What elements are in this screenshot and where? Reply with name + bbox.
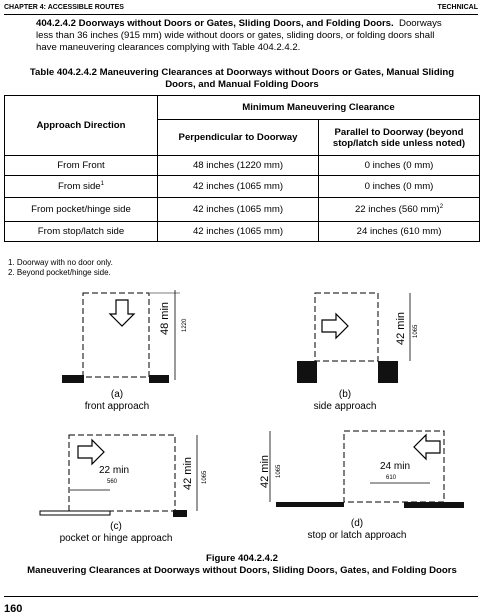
dim2-label: 24 min — [380, 461, 410, 472]
diagram-stop-latch-approach: 42 min 1065 24 min 610 (d) stop or latch… — [259, 430, 464, 541]
para-line-1: 404.2.4.2 Doorways without Doors or Gate… — [36, 18, 478, 30]
diagram-label: front approach — [85, 401, 150, 412]
dim-label: 42 min — [259, 455, 271, 488]
dim-mm: 1065 — [276, 464, 282, 478]
diagram-letter: (a) — [111, 389, 123, 400]
figure-caption: Figure 404.2.4.2 Maneuvering Clearances … — [4, 553, 480, 577]
diagram-letter: (b) — [339, 389, 351, 400]
table-row: From stop/latch side 42 inches (1065 mm)… — [4, 221, 480, 242]
figure-diagrams: 48 min 1220 (a) front approach 42 min 10… — [39, 290, 464, 544]
table-caption: Table 404.2.4.2 Maneuvering Clearances a… — [4, 67, 480, 91]
cell-approach: From stop/latch side — [4, 221, 158, 242]
section-heading: 404.2.4.2 Doorways without Doors or Gate… — [36, 18, 394, 29]
cell-perp: 48 inches (1220 mm) — [157, 155, 319, 176]
clear-space-outline — [68, 434, 176, 512]
cell-approach: From pocket/hinge side — [4, 197, 158, 222]
footnote-ref: 2 — [439, 203, 444, 210]
cell-perp: 42 inches (1065 mm) — [157, 197, 319, 222]
table-caption-line-1: Table 404.2.4.2 Maneuvering Clearances a… — [29, 67, 455, 78]
cell-perp: 42 inches (1065 mm) — [157, 221, 319, 242]
header-section: TECHNICAL — [437, 4, 478, 11]
page-number: 160 — [4, 603, 23, 615]
wall-right — [404, 502, 464, 508]
page-footer: 160 — [4, 596, 478, 615]
dim-mm: 1220 — [182, 318, 188, 332]
figure-title: Maneuvering Clearances at Doorways witho… — [27, 565, 457, 576]
para-line-2: less than 36 inches (915 mm) wide withou… — [36, 30, 435, 41]
col-perp-header: Perpendicular to Doorway — [157, 119, 319, 156]
wall-left — [276, 502, 344, 507]
arrow-down-icon — [108, 299, 136, 327]
dim-label: 48 min — [159, 302, 171, 335]
col-approach-header: Approach Direction — [4, 95, 158, 156]
pocket-door — [39, 510, 111, 516]
dim-mm: 1065 — [202, 470, 208, 484]
diagram-pocket-hinge-approach: 22 min 560 42 min 1065 (c) pocket or hin… — [39, 434, 208, 544]
dim2-mm: 560 — [107, 479, 118, 485]
section-paragraph: 404.2.4.2 Doorways without Doors or Gate… — [36, 18, 478, 54]
wall-left — [297, 361, 317, 383]
para-text-1: Doorways — [399, 18, 442, 29]
table-caption-line-2: Doors, and Manual Folding Doors — [165, 79, 319, 90]
footnote-ref: 1 — [100, 180, 104, 187]
dim-label: 42 min — [182, 457, 194, 490]
dim2-mm: 610 — [386, 475, 397, 481]
chapter-title: CHAPTER 4: ACCESSIBLE ROUTES — [4, 4, 124, 11]
table-row: From Front 48 inches (1220 mm) 0 inches … — [4, 155, 480, 176]
figure-number: Figure 404.2.4.2 — [206, 553, 278, 564]
cell-parallel: 0 inches (0 mm) — [318, 155, 480, 176]
wall-right — [149, 375, 169, 383]
diagram-label: stop or latch approach — [308, 530, 407, 541]
table-note: 2. Beyond pocket/hinge side. — [8, 268, 111, 277]
table-row: From side1 42 inches (1065 mm) 0 inches … — [4, 175, 480, 198]
dim2-label: 22 min — [99, 465, 129, 476]
diagram-letter: (d) — [351, 518, 363, 529]
diagram-label: side approach — [314, 401, 377, 412]
arrow-right-icon — [77, 438, 105, 466]
col-parallel-line-1: Parallel to Doorway (beyond — [334, 126, 464, 138]
clear-space-outline — [314, 292, 379, 362]
group-header: Minimum Maneuvering Clearance — [157, 95, 480, 120]
wall-right — [173, 510, 187, 517]
arrow-right-icon — [321, 312, 349, 340]
cell-perp: 42 inches (1065 mm) — [157, 175, 319, 198]
dim-label: 42 min — [395, 312, 407, 345]
cell-approach: From side1 — [4, 175, 158, 198]
cell-parallel: 0 inches (0 mm) — [318, 175, 480, 198]
dim-mm: 1065 — [413, 324, 419, 338]
clear-space-outline — [82, 292, 150, 378]
col-parallel-header: Parallel to Doorway (beyond stop/latch s… — [318, 119, 480, 156]
diagram-side-approach: 42 min 1065 (b) side approach — [297, 292, 419, 412]
table-note: 1. Doorway with no door only. — [8, 258, 113, 267]
col-parallel-line-2: stop/latch side unless noted) — [332, 137, 466, 149]
table-row: From pocket/hinge side 42 inches (1065 m… — [4, 197, 480, 222]
diagram-front-approach: 48 min 1220 (a) front approach — [62, 290, 188, 412]
cell-parallel: 22 inches (560 mm)2 — [318, 197, 480, 222]
page-header: CHAPTER 4: ACCESSIBLE ROUTES TECHNICAL — [4, 2, 478, 15]
para-line-3: have maneuvering clearances complying wi… — [36, 42, 301, 53]
cell-parallel: 24 inches (610 mm) — [318, 221, 480, 242]
diagram-label: pocket or hinge approach — [60, 533, 173, 544]
diagram-letter: (c) — [110, 521, 122, 532]
table-notes: 1. Doorway with no door only. 2. Beyond … — [8, 258, 113, 278]
cell-approach: From Front — [4, 155, 158, 176]
wall-right — [378, 361, 398, 383]
clear-space-outline — [343, 430, 445, 503]
arrow-left-icon — [413, 433, 441, 461]
wall-left — [62, 375, 84, 383]
clearance-table: Approach Direction Minimum Maneuvering C… — [4, 95, 480, 242]
